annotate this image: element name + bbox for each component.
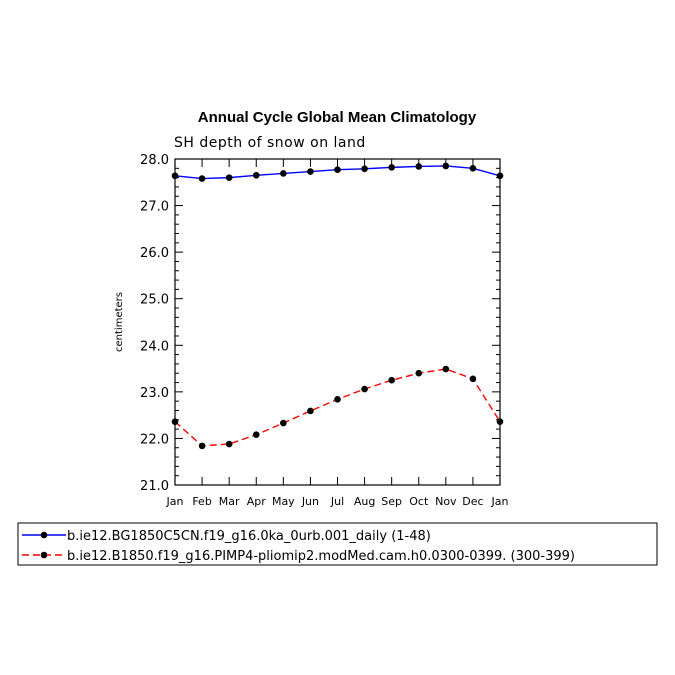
x-tick-label: Aug [354,495,375,508]
legend-items: b.ie12.BG1850C5CN.f19_g16.0ka_0urb.001_d… [22,529,575,564]
data-point [334,396,341,403]
y-axis-label: centimeters [114,292,125,352]
legend-marker-2 [40,551,48,559]
data-point [171,418,179,425]
data-point [307,407,314,415]
x-tick-label: Jan [166,495,184,508]
data-point [496,418,504,425]
series-layer [171,162,504,450]
data-point [252,172,260,179]
data-point [496,172,504,180]
y-axis: 21.0 22.0 23.0 24.0 25.0 26.0 27.0 28.0 [140,153,500,494]
data-point [225,440,233,448]
data-point [469,165,477,172]
data-point [415,369,423,377]
x-tick-label: Jul [330,495,344,508]
y-tick-label: 22.0 [140,432,169,447]
x-tick-label: Oct [409,495,429,508]
chart-title: Annual Cycle Global Mean Climatology [198,109,477,126]
legend-label-2: b.ie12.B1850.f19_g16.PIMP4-pliomip2.modM… [67,549,575,564]
y-tick-label: 21.0 [140,479,169,494]
data-point [361,385,368,393]
data-point [334,166,341,174]
x-tick-label: Jan [491,495,509,508]
x-tick-label: Sep [381,495,402,508]
x-tick-label: Feb [192,495,211,508]
legend: b.ie12.BG1850C5CN.f19_g16.0ka_0urb.001_d… [17,522,658,566]
data-point [442,365,450,373]
x-tick-label: Jun [301,495,319,508]
x-tick-label: Apr [247,495,267,508]
data-point [307,168,314,175]
y-tick-label: 23.0 [140,386,169,401]
data-point [388,376,395,384]
data-point [280,170,287,177]
y-tick-label: 28.0 [140,153,169,168]
data-point [225,174,233,181]
x-tick-label: May [272,495,295,508]
data-point [415,163,423,170]
y-tick-label: 26.0 [140,246,169,261]
y-tick-label: 25.0 [140,293,169,308]
plot-frame [174,158,501,486]
data-point [388,164,395,171]
data-point [361,165,368,173]
chart-subtitle: SH depth of snow on land [174,135,366,151]
data-point [198,442,206,450]
data-point [252,431,260,439]
data-point [442,162,450,170]
data-point [280,419,287,427]
legend-label-1: b.ie12.BG1850C5CN.f19_g16.0ka_0urb.001_d… [67,529,431,544]
legend-box [17,522,658,566]
data-point [198,175,206,182]
x-tick-label: Nov [435,495,457,508]
x-axis: Jan Feb Mar Apr May Jun Jul Aug Sep Oct Nov Dec Jan [166,159,509,508]
x-tick-label: Mar [219,495,240,508]
y-tick-label: 24.0 [140,339,169,354]
series-line-2 [174,368,501,447]
x-tick-label: Dec [462,495,483,508]
y-tick-label: 27.0 [140,200,169,215]
data-point [171,172,179,180]
legend-marker-1 [40,531,48,539]
data-point [469,375,477,383]
